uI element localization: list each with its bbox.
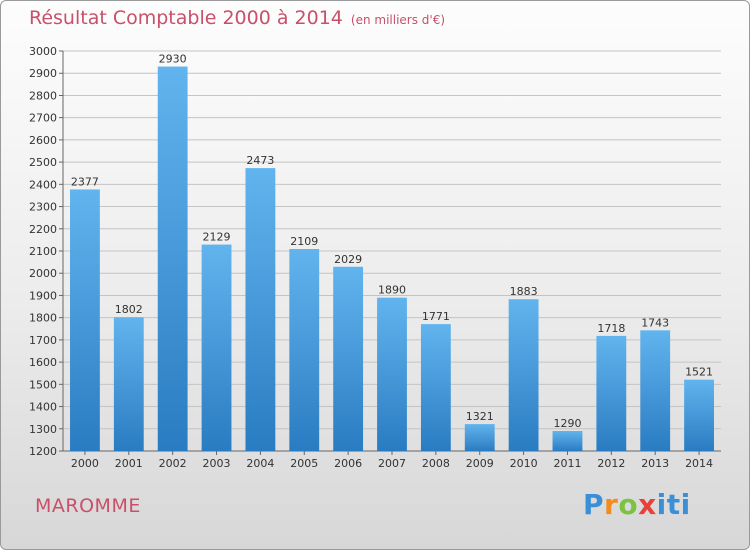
- data-label: 1718: [597, 322, 625, 335]
- x-tick-label: 2011: [553, 457, 581, 470]
- bar-2005: [289, 249, 320, 451]
- x-tick-label: 2008: [422, 457, 450, 470]
- y-tick-label: 1700: [29, 334, 57, 347]
- proxiti-logo[interactable]: Proxiti: [583, 488, 691, 521]
- bar-2004: [245, 168, 276, 451]
- bar-2002: [157, 66, 188, 452]
- y-tick-label: 2700: [29, 112, 57, 125]
- x-tick-label: 2004: [246, 457, 274, 470]
- x-tick-label: 2014: [685, 457, 713, 470]
- data-label: 1521: [685, 366, 713, 379]
- x-tick-label: 2003: [203, 457, 231, 470]
- x-tick-label: 2010: [510, 457, 538, 470]
- y-tick-label: 2000: [29, 267, 57, 280]
- bar-2006: [333, 266, 364, 451]
- y-tick-label: 1600: [29, 356, 57, 369]
- data-label: 1802: [115, 303, 143, 316]
- x-tick-label: 2002: [159, 457, 187, 470]
- x-tick-label: 2006: [334, 457, 362, 470]
- data-labels: 2377 1802 2930 2129 2473 2109 2029 1890 1771 1321…: [71, 53, 713, 430]
- bar-2008: [420, 324, 451, 451]
- bar-2001: [113, 317, 144, 451]
- y-tick-label: 2900: [29, 67, 57, 80]
- y-tick-label: 1900: [29, 289, 57, 302]
- data-label: 1890: [378, 284, 406, 297]
- data-label: 1290: [553, 417, 581, 430]
- x-tick-label: 2007: [378, 457, 406, 470]
- x-tick-label: 2001: [115, 457, 143, 470]
- bar-2003: [201, 244, 232, 451]
- chart-header: Résultat Comptable 2000 à 2014 (en millie…: [29, 7, 445, 29]
- bar-2007: [377, 297, 407, 451]
- y-tick-label: 2400: [29, 178, 57, 191]
- y-tick-label: 2500: [29, 156, 57, 169]
- x-tick-label: 2012: [597, 457, 625, 470]
- bar-2014: [684, 379, 714, 451]
- bar-2009: [464, 424, 495, 451]
- y-tick-label: 1800: [29, 312, 57, 325]
- bar-2000: [70, 189, 100, 451]
- commune-name: MAROMME: [35, 495, 141, 517]
- y-tick-label: 3000: [29, 45, 57, 58]
- x-tick-label: 2013: [641, 457, 669, 470]
- data-label: 1883: [510, 285, 538, 298]
- bar-2010: [508, 299, 539, 451]
- data-label: 2109: [290, 235, 318, 248]
- data-label: 2377: [71, 175, 99, 188]
- bar-2012: [596, 335, 627, 451]
- data-label: 2473: [246, 154, 274, 167]
- bar-2011: [552, 431, 583, 451]
- y-tick-label: 1500: [29, 378, 57, 391]
- y-tick-label: 1300: [29, 423, 57, 436]
- y-tick-label: 2600: [29, 134, 57, 147]
- y-tick-label: 2200: [29, 223, 57, 236]
- data-label: 2930: [159, 53, 187, 66]
- y-tick-label: 2800: [29, 89, 57, 102]
- y-tick-label: 2100: [29, 245, 57, 258]
- x-tick-label: 2005: [290, 457, 318, 470]
- bars: [70, 66, 714, 452]
- bar-2013: [640, 330, 671, 451]
- chart-title: Résultat Comptable 2000 à 2014: [29, 7, 343, 29]
- x-tick-label: 2000: [71, 457, 99, 470]
- data-label: 1743: [641, 316, 669, 329]
- data-label: 1771: [422, 310, 450, 323]
- data-label: 1321: [466, 410, 494, 423]
- y-tick-label: 2300: [29, 201, 57, 214]
- y-tick-label: 1400: [29, 401, 57, 414]
- data-label: 2029: [334, 253, 362, 266]
- x-tick-label: 2009: [466, 457, 494, 470]
- data-label: 2129: [203, 231, 231, 244]
- chart-subtitle: (en milliers d'€): [350, 13, 446, 27]
- y-tick-label: 1200: [29, 445, 57, 458]
